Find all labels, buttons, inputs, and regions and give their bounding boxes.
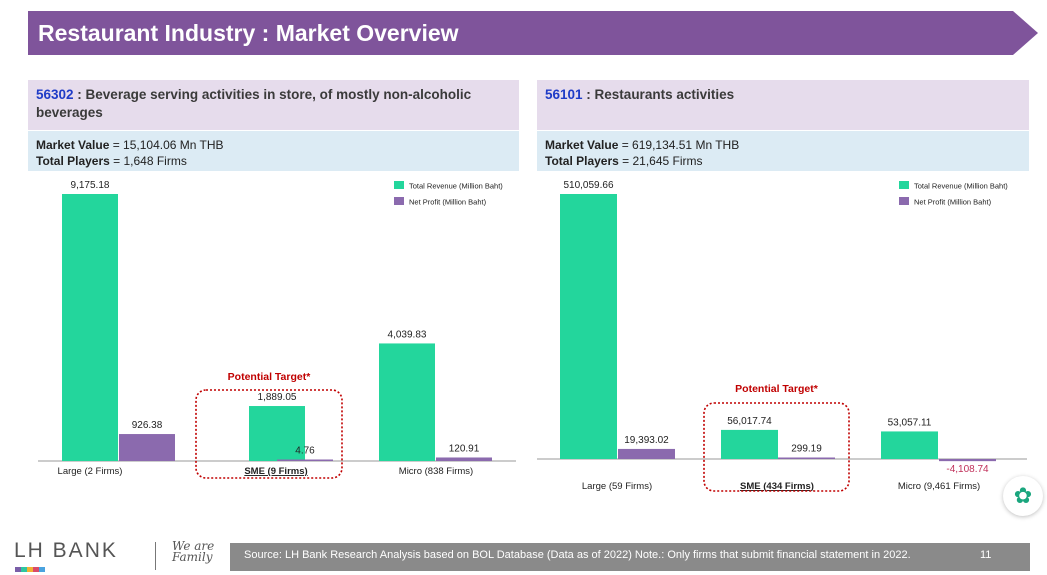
revenue-bar: [881, 431, 938, 459]
left-industry-code: 56302: [36, 87, 74, 102]
net-profit-bar: [939, 459, 996, 462]
legend-swatch: [899, 197, 909, 205]
net-profit-data-label: 4.76: [295, 446, 315, 457]
left-bar-chart: 9,175.18 926.38 Large (2 Firms) 1,889.05 4.7…: [28, 172, 519, 487]
right-market-value: = 619,134.51 Mn THB: [618, 138, 740, 152]
right-industry-code: 56101: [545, 87, 583, 102]
left-chart-svg: 9,175.18 926.38 Large (2 Firms) 1,889.05 4.7…: [38, 180, 516, 479]
left-panel-stats: Market Value = 15,104.06 Mn THB Total Pl…: [28, 131, 519, 171]
category-tick-label: Micro (838 Firms): [399, 466, 473, 477]
legend-swatch: [394, 197, 404, 205]
logo-color-stripes: [15, 567, 45, 572]
net-profit-bar: [436, 457, 492, 461]
lh-bank-logo: LH BANK: [14, 539, 118, 562]
net-profit-bar: [277, 459, 333, 461]
net-profit-bar: [618, 448, 675, 459]
net-profit-data-label: 19,393.02: [624, 435, 669, 446]
right-bar-chart: 510,059.66 19,393.02 Large (59 Firms) 56,01…: [537, 172, 1029, 497]
footer-bar: [230, 543, 1030, 571]
net-profit-data-label: 299.19: [791, 444, 822, 455]
we-are-family-logo: We are Family: [172, 539, 215, 564]
footer-source-note: Source: LH Bank Research Analysis based …: [244, 549, 911, 561]
category-tick-label: Micro (9,461 Firms): [898, 481, 980, 492]
page-title: Restaurant Industry : Market Overview: [38, 20, 459, 46]
logo-divider: [155, 542, 156, 570]
revenue-data-label: 510,059.66: [563, 180, 613, 191]
revenue-bar: [560, 194, 617, 459]
legend-entry: Net Profit (Million Baht): [409, 198, 487, 207]
category-tick-label: Large (59 Firms): [582, 481, 652, 492]
right-total-players: = 21,645 Firms: [618, 154, 703, 168]
net-profit-data-label: -4,108.74: [946, 464, 989, 475]
page-number: 11: [980, 549, 992, 561]
net-profit-data-label: 926.38: [132, 420, 163, 431]
title-banner: Restaurant Industry : Market Overview: [28, 11, 1038, 55]
revenue-data-label: 56,017.74: [727, 416, 772, 427]
left-panel-heading: 56302 : Beverage serving activities in s…: [28, 80, 519, 130]
legend-entry: Total Revenue (Million Baht): [914, 182, 1008, 191]
right-industry-name: : Restaurants activities: [582, 87, 735, 102]
category-tick-label: SME (434 Firms): [740, 481, 814, 492]
potential-target-annotation: Potential Target*: [735, 383, 819, 395]
net-profit-data-label: 120.91: [449, 443, 480, 454]
left-total-players: = 1,648 Firms: [109, 154, 187, 168]
left-market-value: = 15,104.06 Mn THB: [109, 138, 224, 152]
legend-swatch: [899, 181, 909, 189]
net-profit-bar: [778, 457, 835, 459]
revenue-data-label: 9,175.18: [71, 180, 110, 191]
category-tick-label: SME (9 Firms): [244, 466, 307, 477]
net-profit-bar: [119, 434, 175, 461]
right-chart-svg: 510,059.66 19,393.02 Large (59 Firms) 56,01…: [537, 180, 1027, 492]
revenue-data-label: 53,057.11: [888, 417, 932, 428]
revenue-bar: [379, 343, 435, 461]
banner-shape: [28, 11, 1038, 55]
legend-entry: Net Profit (Million Baht): [914, 198, 992, 207]
revenue-bar: [249, 406, 305, 461]
left-market-value-label: Market Value: [36, 138, 110, 152]
right-panel-stats: Market Value = 619,134.51 Mn THB Total P…: [537, 131, 1029, 171]
left-industry-name: : Beverage serving activities in store, …: [36, 87, 472, 120]
revenue-bar: [62, 194, 118, 461]
revenue-data-label: 1,889.05: [258, 392, 297, 403]
legend-entry: Total Revenue (Million Baht): [409, 182, 503, 191]
left-total-players-label: Total Players: [36, 154, 110, 168]
revenue-data-label: 4,039.83: [388, 329, 427, 340]
legend-swatch: [394, 181, 404, 189]
right-market-value-label: Market Value: [545, 138, 619, 152]
category-tick-label: Large (2 Firms): [58, 466, 123, 477]
assistant-icon[interactable]: ✿: [1003, 476, 1043, 516]
potential-target-annotation: Potential Target*: [228, 371, 312, 383]
right-total-players-label: Total Players: [545, 154, 619, 168]
right-panel-heading: 56101 : Restaurants activities: [537, 80, 1029, 130]
potential-target-highlight-box: [195, 389, 343, 479]
revenue-bar: [721, 429, 778, 459]
